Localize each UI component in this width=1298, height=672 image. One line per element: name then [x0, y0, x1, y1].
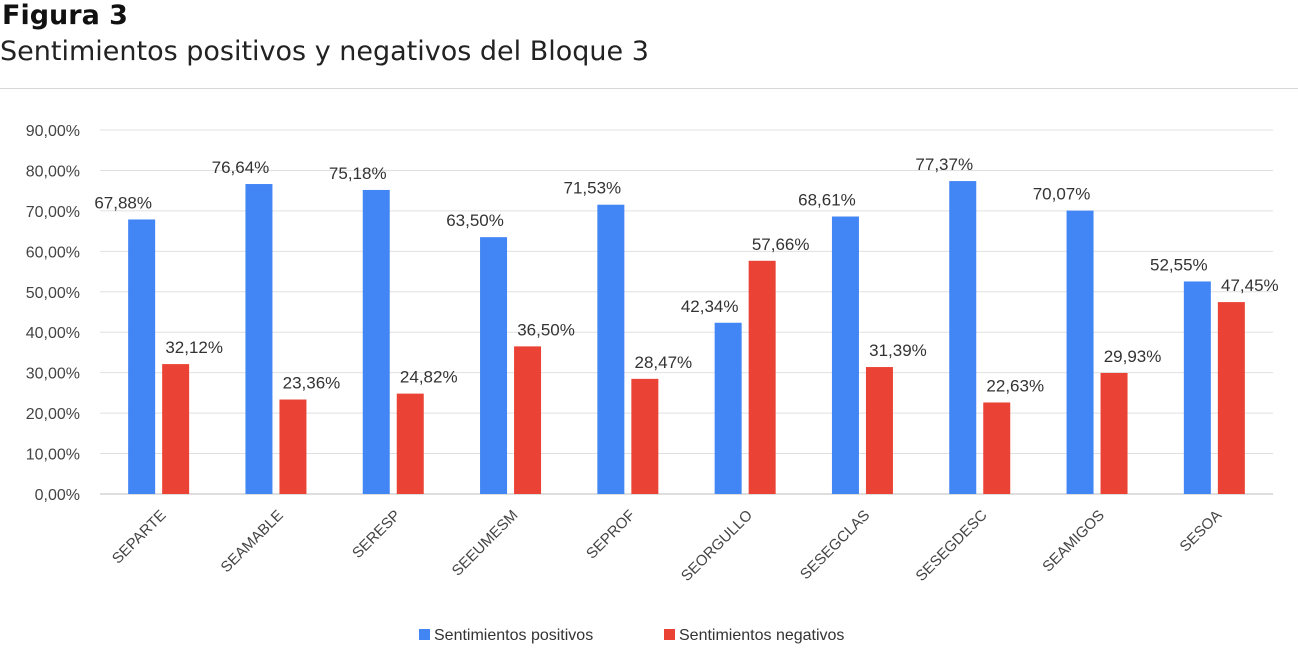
label-negative-separte: 32,12%	[165, 338, 223, 357]
y-tick-label: 80,00%	[26, 163, 80, 180]
y-tick-label: 20,00%	[26, 406, 80, 423]
bar-positive-seamigos	[1066, 210, 1094, 494]
bar-negative-seeumesm	[514, 346, 542, 494]
bar-positive-seeumesm	[480, 237, 508, 494]
bar-positive-seorgullo	[714, 322, 742, 494]
x-tick-label-sesoa: SESOA	[1177, 507, 1226, 556]
label-positive-seamable: 76,64%	[212, 158, 270, 177]
label-negative-seresp: 24,82%	[400, 368, 458, 387]
label-positive-seresp: 75,18%	[329, 164, 387, 183]
bar-positive-seprof	[597, 204, 625, 494]
label-negative-seeumesm: 36,50%	[517, 320, 575, 339]
label-negative-seorgullo: 57,66%	[752, 235, 810, 254]
legend-label-negative: Sentimientos negativos	[679, 627, 844, 644]
y-tick-label: 40,00%	[26, 325, 80, 342]
x-axis-ticks: SEPARTE SEAMABLE SERESP SEEUMESM SEPROF SEORG…	[109, 507, 1225, 585]
bar-chart: 0,00% 10,00% 20,00% 30,00% 40,00% 50,00% 60,00…	[26, 123, 1279, 644]
x-tick-label-seprof: SEPROF	[583, 507, 639, 563]
bar-positive-seamable	[245, 184, 273, 494]
x-tick-label-seamigos: SEAMIGOS	[1039, 507, 1108, 576]
bar-positive-separte	[128, 219, 156, 494]
bar-negative-seprof	[631, 378, 659, 494]
label-negative-sesegclas: 31,39%	[869, 341, 927, 360]
label-negative-sesegdesc: 22,63%	[986, 376, 1044, 395]
label-positive-separte: 67,88%	[94, 193, 152, 212]
y-tick-label: 60,00%	[26, 244, 80, 261]
legend: Sentimientos positivos Sentimientos negat…	[419, 627, 844, 644]
x-tick-label-separte: SEPARTE	[109, 507, 170, 568]
bar-negative-sesoa	[1217, 302, 1245, 494]
label-positive-seamigos: 70,07%	[1033, 185, 1091, 204]
label-negative-seprof: 28,47%	[635, 353, 693, 372]
label-negative-sesoa: 47,45%	[1221, 276, 1279, 295]
bars	[128, 181, 1245, 494]
y-tick-label: 10,00%	[26, 447, 80, 464]
data-labels: 67,88% 32,12% 76,64% 23,36% 75,18% 24,82% 63,5…	[94, 155, 1278, 395]
bar-positive-sesegclas	[831, 216, 859, 494]
x-tick-label-seorgullo: SEORGULLO	[678, 507, 756, 585]
x-tick-label-sesegdesc: SESEGDESC	[913, 507, 991, 585]
bar-negative-seamable	[279, 399, 307, 494]
y-axis-ticks: 0,00% 10,00% 20,00% 30,00% 40,00% 50,00% 60,00…	[26, 123, 80, 504]
label-positive-seorgullo: 42,34%	[681, 297, 739, 316]
bar-negative-separte	[162, 364, 190, 494]
y-tick-label: 50,00%	[26, 285, 80, 302]
legend-swatch-positive	[419, 629, 430, 640]
x-tick-label-seresp: SERESP	[349, 507, 404, 562]
label-positive-sesoa: 52,55%	[1150, 255, 1208, 274]
x-tick-label-seamable: SEAMABLE	[218, 507, 287, 576]
x-tick-label-seeumesm: SEEUMESM	[449, 507, 522, 580]
bar-negative-seamigos	[1100, 372, 1128, 494]
label-positive-sesegclas: 68,61%	[798, 191, 856, 210]
label-negative-seamable: 23,36%	[283, 374, 341, 393]
bar-negative-sesegclas	[865, 367, 893, 494]
y-tick-label: 0,00%	[35, 487, 80, 504]
label-positive-seprof: 71,53%	[564, 179, 622, 198]
y-tick-label: 70,00%	[26, 204, 80, 221]
legend-swatch-negative	[664, 629, 675, 640]
bar-positive-sesoa	[1183, 281, 1211, 494]
bar-positive-seresp	[362, 189, 390, 494]
y-tick-label: 90,00%	[26, 123, 80, 140]
label-negative-seamigos: 29,93%	[1104, 347, 1162, 366]
label-positive-sesegdesc: 77,37%	[915, 155, 973, 174]
x-tick-label-sesegclas: SESEGCLAS	[797, 507, 873, 583]
label-positive-seeumesm: 63,50%	[446, 211, 504, 230]
figure-label: Figura 3	[2, 0, 128, 31]
legend-label-positive: Sentimientos positivos	[434, 627, 593, 644]
chart-frame: 0,00% 10,00% 20,00% 30,00% 40,00% 50,00% 60,00…	[0, 88, 1298, 671]
bar-negative-sesegdesc	[983, 402, 1011, 494]
bar-positive-sesegdesc	[949, 181, 977, 494]
bar-negative-seresp	[396, 393, 424, 494]
y-tick-label: 30,00%	[26, 366, 80, 383]
bar-negative-seorgullo	[748, 260, 776, 494]
figure-title: Sentimientos positivos y negativos del B…	[0, 36, 649, 67]
